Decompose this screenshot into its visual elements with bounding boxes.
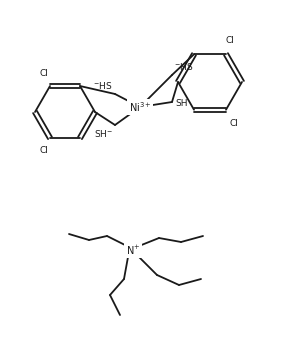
Text: Cl: Cl xyxy=(40,146,48,155)
Text: SH$^{-}$: SH$^{-}$ xyxy=(94,128,113,139)
Text: SH: SH xyxy=(175,98,188,107)
Text: N$^{+}$: N$^{+}$ xyxy=(126,244,140,257)
Text: Cl: Cl xyxy=(225,36,235,45)
Text: Cl: Cl xyxy=(229,119,239,128)
Text: $^{-}$HS: $^{-}$HS xyxy=(93,80,113,91)
Text: $^{-}$HS: $^{-}$HS xyxy=(174,61,194,72)
Text: Cl: Cl xyxy=(40,69,48,78)
Text: Ni$^{3+}$: Ni$^{3+}$ xyxy=(129,100,151,114)
